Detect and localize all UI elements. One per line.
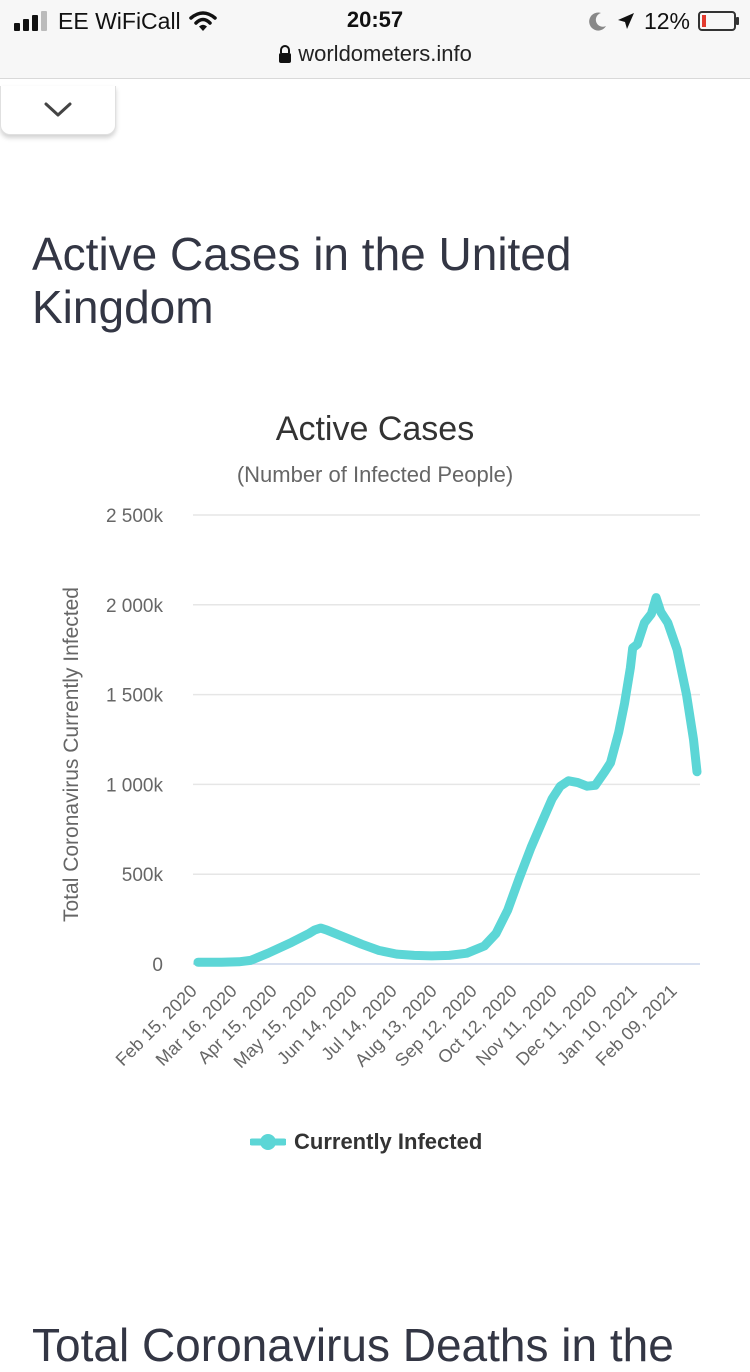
collapse-toggle-button[interactable] [0, 86, 116, 135]
y-tick-label: 2 500k [106, 506, 164, 527]
series-line-currently-infected [193, 593, 702, 967]
legend-item-currently-infected[interactable]: Currently Infected [250, 1124, 482, 1160]
legend-label: Currently Infected [294, 1129, 483, 1154]
y-tick-label: 1 000k [106, 775, 164, 796]
y-tick-label: 0 [152, 955, 163, 976]
y-tick-label: 2 000k [106, 596, 164, 617]
y-tick-label: 500k [122, 865, 164, 886]
address-bar[interactable]: worldometers.info [0, 40, 750, 67]
carrier-name: EE WiFiCall [58, 7, 181, 34]
chevron-down-icon [44, 102, 72, 117]
location-icon [617, 13, 634, 29]
lock-icon [279, 45, 292, 64]
moon-icon [589, 12, 606, 31]
page-title: Active Cases in the United Kingdom [32, 228, 572, 333]
signal-icon [14, 11, 47, 31]
battery-percent: 12% [643, 7, 690, 34]
next-section-heading: Total Coronavirus Deaths in the [32, 1319, 674, 1371]
wifi-icon [188, 11, 217, 31]
carrier-info: EE WiFiCall [14, 6, 217, 36]
y-tick-label: 1 500k [106, 686, 164, 707]
battery-icon [698, 11, 739, 31]
clock: 20:57 [346, 7, 404, 32]
chart-subtitle: (Number of Infected People) [236, 462, 514, 487]
status-bar: EE WiFiCall 20:57 12% worldometers.info [0, 0, 750, 79]
chart-title: Active Cases [275, 410, 475, 448]
legend-marker-icon [250, 1134, 286, 1150]
url-text: worldometers.info [298, 41, 472, 67]
status-right: 12% [588, 6, 739, 36]
y-axis-label: Total Coronavirus Currently Infected [60, 587, 83, 922]
